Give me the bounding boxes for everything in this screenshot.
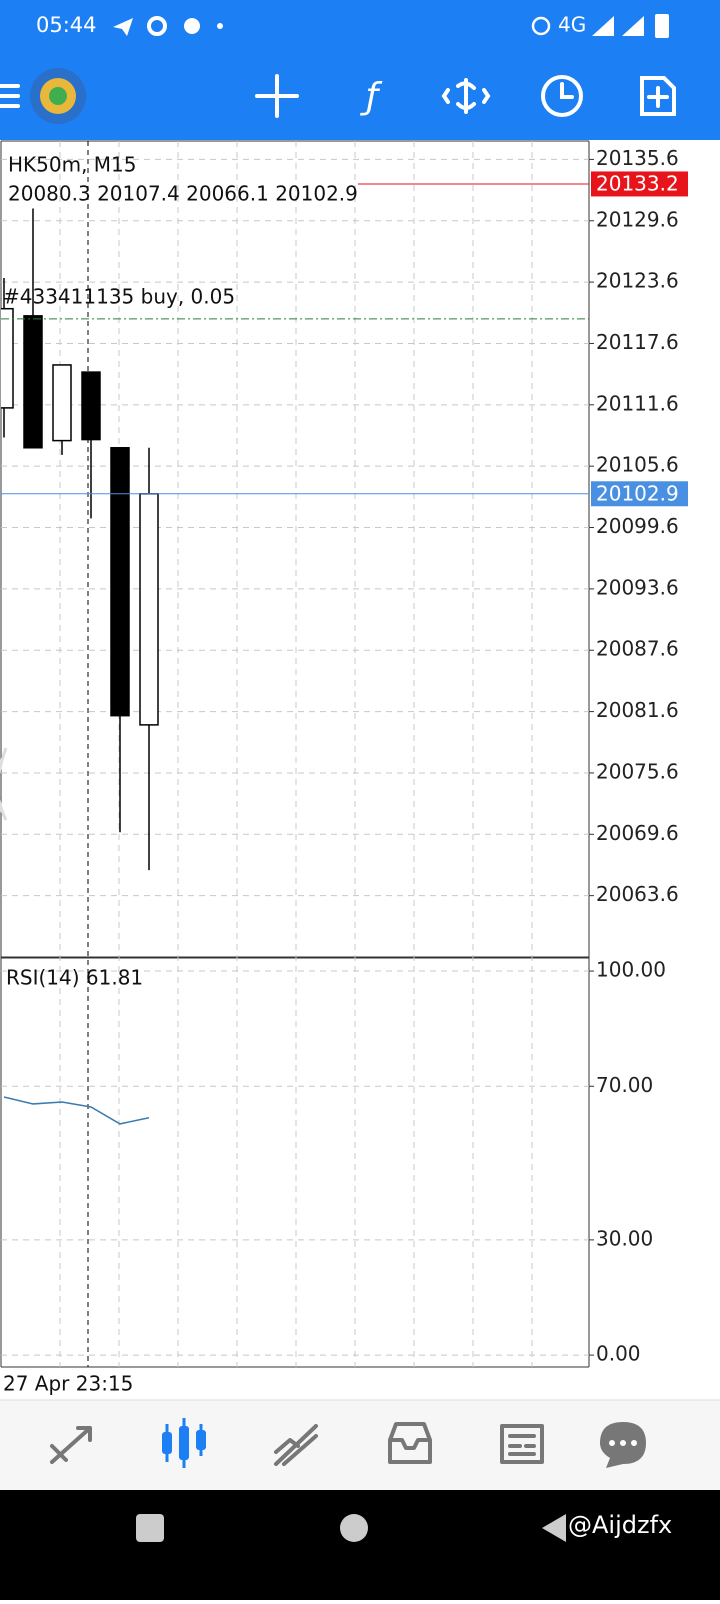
time-label: 27 Apr 23:15	[3, 1372, 133, 1396]
status-dot	[217, 23, 223, 29]
status-icon	[184, 18, 200, 34]
menu-button[interactable]	[0, 84, 20, 108]
y-tick-label: 20081.6	[596, 698, 679, 722]
plot-layer	[1, 158, 589, 1356]
settings-icon	[147, 16, 167, 36]
history-tab[interactable]	[388, 1422, 432, 1464]
indicators-button[interactable]: ƒ	[360, 76, 383, 117]
watermark: @Aijdzfx	[568, 1511, 672, 1539]
candle-body	[139, 493, 159, 726]
status-time: 05:44	[36, 13, 97, 37]
y-tick-label: 20111.6	[596, 391, 679, 415]
app-bar	[0, 0, 720, 140]
candle-body	[110, 447, 130, 717]
trade-button[interactable]	[441, 78, 491, 114]
crosshair-button[interactable]	[255, 74, 299, 118]
battery-icon	[655, 14, 669, 38]
y-tick-label: 20123.6	[596, 269, 679, 293]
back-button[interactable]	[542, 1514, 566, 1542]
news-tab[interactable]	[500, 1424, 544, 1464]
chat-tab[interactable]	[600, 1422, 646, 1468]
telegram-icon	[113, 18, 133, 36]
bid-box	[591, 481, 688, 507]
candle-body	[52, 364, 72, 442]
hotspot-icon	[531, 16, 551, 36]
y-tick-label: 20075.6	[596, 759, 679, 783]
y-tick-label: 20105.6	[596, 453, 679, 477]
signal-icon	[592, 16, 644, 36]
trade-tab[interactable]	[274, 1424, 318, 1466]
chart-tab[interactable]	[162, 1418, 206, 1468]
ask-price: 20133.2	[596, 171, 679, 195]
y-tick-label: 20135.6	[596, 146, 679, 170]
bottom-nav	[0, 1400, 720, 1490]
recents-button[interactable]	[136, 1514, 164, 1542]
ohlc-text: 20080.3 20107.4 20066.1 20102.9	[8, 182, 358, 206]
symbol-title: HK50m, M15	[8, 153, 137, 177]
home-button[interactable]	[340, 1514, 368, 1542]
y-tick-label: 20093.6	[596, 575, 679, 599]
timeframe-button[interactable]	[541, 75, 583, 117]
svg-text:ƒ: ƒ	[360, 76, 383, 117]
y-tick-label: 20087.6	[596, 637, 679, 661]
y-tick-label: 20063.6	[596, 882, 679, 906]
y-tick-label: 100.00	[596, 958, 666, 982]
y-tick-label: 20069.6	[596, 821, 679, 845]
new-order-button[interactable]	[640, 76, 676, 116]
rsi-line	[3, 1096, 150, 1125]
ask-box	[591, 171, 688, 197]
bid-price: 20102.9	[596, 481, 679, 505]
y-tick-label: 70.00	[596, 1073, 653, 1097]
candle-body	[23, 315, 43, 449]
y-tick-label: 0.00	[596, 1342, 641, 1366]
side-handle[interactable]	[0, 747, 8, 821]
system-nav	[0, 1490, 720, 1600]
order-label: #433411135 buy, 0.05	[3, 285, 235, 309]
app-logo[interactable]	[30, 68, 86, 124]
y-tick-label: 20129.6	[596, 207, 679, 231]
y-tick-label: 30.00	[596, 1226, 653, 1250]
y-tick-label: 20117.6	[596, 330, 679, 354]
network-type: 4G	[558, 13, 586, 37]
y-tick-label: 20099.6	[596, 514, 679, 538]
rsi-title: RSI(14) 61.81	[6, 966, 143, 990]
candle-body	[81, 371, 101, 441]
candle-body	[1, 307, 14, 409]
quotes-tab[interactable]	[50, 1426, 92, 1464]
